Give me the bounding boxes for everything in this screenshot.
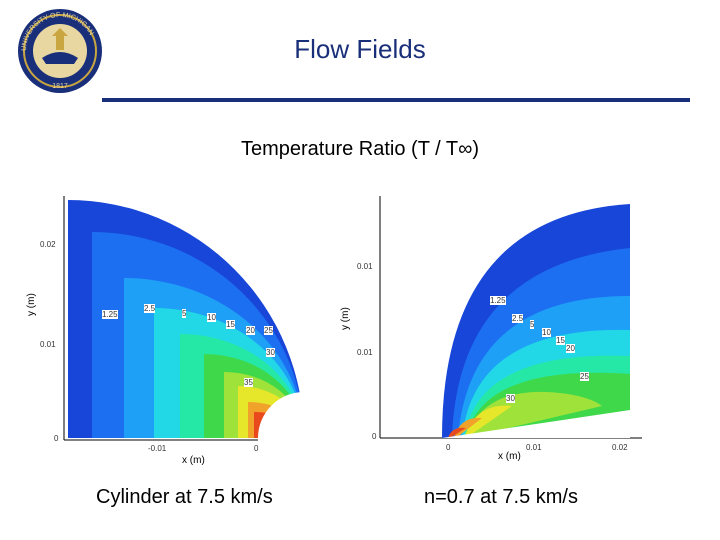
left-xtick: -0.01 xyxy=(148,444,167,453)
right-ytick: 0.01 xyxy=(357,348,373,357)
left-contour-plot xyxy=(63,196,330,444)
left-ytick: 0.01 xyxy=(40,340,56,349)
left-contour-label: 5 xyxy=(182,309,187,318)
right-xtick: 0.02 xyxy=(612,443,628,452)
left-contour-label: 20 xyxy=(246,326,255,335)
right-contour-label: 20 xyxy=(566,344,575,353)
seal-year: 1817 xyxy=(52,83,68,90)
university-seal-logo: UNIVERSITY OF MICHIGAN 1817 xyxy=(18,9,102,93)
left-contour-label: 15 xyxy=(226,320,235,329)
left-contour-label: 1.25 xyxy=(102,310,118,319)
right-contour-label: 30 xyxy=(506,394,515,403)
right-plot-xlabel: x (m) xyxy=(498,451,521,462)
left-contour-label: 25 xyxy=(264,326,273,335)
left-contour-label: 10 xyxy=(207,313,216,322)
left-contour-label: 2.5 xyxy=(144,304,156,313)
right-contour-label: 10 xyxy=(542,328,551,337)
right-plot-caption: n=0.7 at 7.5 km/s xyxy=(424,486,578,508)
left-plot-ylabel: y (m) xyxy=(26,293,37,316)
right-xtick: 0 xyxy=(446,443,451,452)
left-contour-label: 35 xyxy=(244,378,253,387)
right-contour-plot xyxy=(379,196,642,439)
title-divider xyxy=(102,98,690,102)
right-contour-label: 2.5 xyxy=(512,314,524,323)
left-xtick: 0 xyxy=(254,444,259,453)
left-ytick: 0 xyxy=(54,434,59,443)
left-ytick: 0.02 xyxy=(40,240,56,249)
right-contour-label: 25 xyxy=(580,372,589,381)
right-contour-label: 1.25 xyxy=(490,296,506,305)
left-plot-xlabel: x (m) xyxy=(182,455,205,466)
left-contour-label: 30 xyxy=(266,348,275,357)
right-plot-ylabel: y (m) xyxy=(340,307,351,330)
figure-subtitle: Temperature Ratio (T / T∞) xyxy=(240,138,480,160)
page-title: Flow Fields xyxy=(294,34,426,64)
right-ytick: 0.01 xyxy=(357,262,373,271)
right-contour-label: 15 xyxy=(556,336,565,345)
left-plot-caption: Cylinder at 7.5 km/s xyxy=(96,486,273,508)
right-xtick: 0.01 xyxy=(526,443,542,452)
right-contour-label: 5 xyxy=(530,320,535,329)
right-ytick: 0 xyxy=(372,432,377,441)
